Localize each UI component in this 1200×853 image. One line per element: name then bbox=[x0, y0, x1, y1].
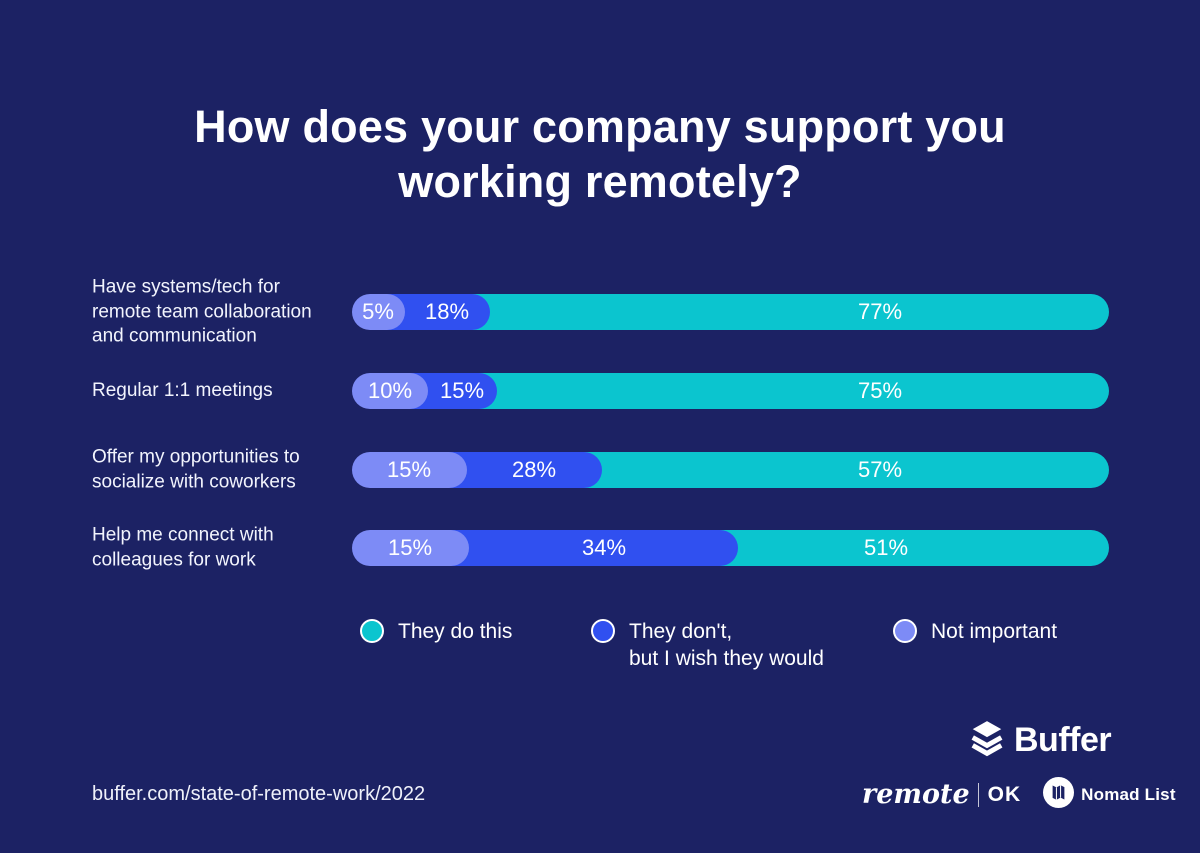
bar-segment-they-do-this bbox=[457, 373, 1109, 409]
category-label-line: and communication bbox=[92, 325, 257, 347]
bar-segment-not-important bbox=[352, 530, 469, 566]
bar-value-label: 15% bbox=[386, 457, 432, 482]
page-title: How does your company support you workin… bbox=[0, 99, 1200, 209]
bar-segment-they-do-this bbox=[450, 294, 1109, 330]
legend-label-line: They do this bbox=[398, 620, 513, 643]
page-title-line-1: How does your company support you bbox=[194, 101, 1006, 152]
legend-label: They do this bbox=[398, 618, 512, 645]
legend-item-they-don-t-but-i-wish-they-would: They don't, but I wish they would bbox=[591, 618, 824, 672]
category-label-line: remote team collaboration bbox=[92, 300, 312, 322]
bar-value-label: 77% bbox=[857, 299, 903, 324]
category-label-line: Regular 1:1 meetings bbox=[92, 379, 273, 401]
bar-value-label: 75% bbox=[857, 378, 903, 403]
category-label: Have systems/tech for remote team collabo… bbox=[92, 275, 348, 349]
bar-value-label: 28% bbox=[511, 457, 557, 482]
bar-value-label: 34% bbox=[581, 535, 627, 560]
category-label-line: Have systems/tech for bbox=[92, 276, 280, 298]
legend-label-line: They don't, bbox=[629, 620, 733, 643]
bar-segment-they-don-t-but-i-wish-they-would bbox=[429, 530, 738, 566]
buffer-layers-icon bbox=[968, 719, 1006, 762]
category-label-line: Help me connect with bbox=[92, 524, 274, 546]
category-label-line: socialize with coworkers bbox=[92, 471, 296, 492]
page-title-line-2: working remotely? bbox=[398, 156, 802, 207]
nomad-map-icon bbox=[1043, 777, 1075, 813]
remoteok-divider bbox=[977, 783, 979, 807]
legend-dot bbox=[591, 619, 615, 643]
bar-value-label: 15% bbox=[439, 378, 485, 403]
bar-value-label: 10% bbox=[367, 378, 413, 403]
category-label: Offer my opportunities to socialize with … bbox=[92, 446, 348, 495]
legend-label: They don't, but I wish they would bbox=[629, 618, 824, 672]
chart-row: Help me connect with colleagues for work 1… bbox=[0, 525, 1200, 570]
legend-item-they-do-this: They do this bbox=[360, 618, 512, 645]
bar-segment-they-do-this bbox=[698, 530, 1109, 566]
partner-logos: remote OK Nomad List bbox=[862, 777, 1176, 813]
legend-item-not-important: Not important bbox=[893, 618, 1057, 645]
bar-track: 10% 15% 75% bbox=[352, 373, 1109, 409]
nomadlist-wordmark: Nomad List bbox=[1081, 785, 1176, 804]
nomadlist-logo: Nomad List bbox=[1043, 777, 1176, 813]
bar-track: 5% 18% 77% bbox=[352, 294, 1109, 330]
bar-value-label: 57% bbox=[857, 457, 903, 482]
chart-row: Offer my opportunities to socialize with … bbox=[0, 447, 1200, 492]
bar-segment-not-important bbox=[352, 373, 428, 409]
bar-segment-not-important bbox=[352, 294, 405, 330]
bar-track: 15% 28% 57% bbox=[352, 452, 1109, 488]
legend-label-line: but I wish they would bbox=[629, 647, 824, 670]
bar-track: 15% 34% 51% bbox=[352, 530, 1109, 566]
bar-value-label: 15% bbox=[387, 535, 433, 560]
category-label: Help me connect with colleagues for work bbox=[92, 524, 348, 573]
buffer-wordmark: Buffer bbox=[1014, 721, 1112, 759]
bar-value-label: 51% bbox=[863, 535, 909, 560]
legend-dot bbox=[360, 619, 384, 643]
category-label: Regular 1:1 meetings bbox=[92, 379, 348, 404]
category-label-line: Offer my opportunities to bbox=[92, 446, 300, 468]
legend-label: Not important bbox=[931, 618, 1057, 645]
buffer-logo: Buffer bbox=[968, 719, 1112, 762]
bar-value-label: 5% bbox=[362, 299, 394, 324]
remoteok-ok-text: OK bbox=[987, 783, 1022, 806]
source-url: buffer.com/state-of-remote-work/2022 bbox=[92, 783, 426, 805]
bar-segment-not-important bbox=[352, 452, 467, 488]
legend-label-line: Not important bbox=[931, 620, 1058, 643]
bar-segment-they-do-this bbox=[562, 452, 1109, 488]
bar-value-label: 18% bbox=[424, 299, 470, 324]
legend-dot bbox=[893, 619, 917, 643]
category-label-line: colleagues for work bbox=[92, 549, 256, 570]
chart-row: Have systems/tech for remote team collabo… bbox=[0, 276, 1200, 346]
chart-row: Regular 1:1 meetings 10% 15% 75% bbox=[0, 373, 1200, 409]
remoteok-script-text: remote bbox=[862, 779, 970, 810]
